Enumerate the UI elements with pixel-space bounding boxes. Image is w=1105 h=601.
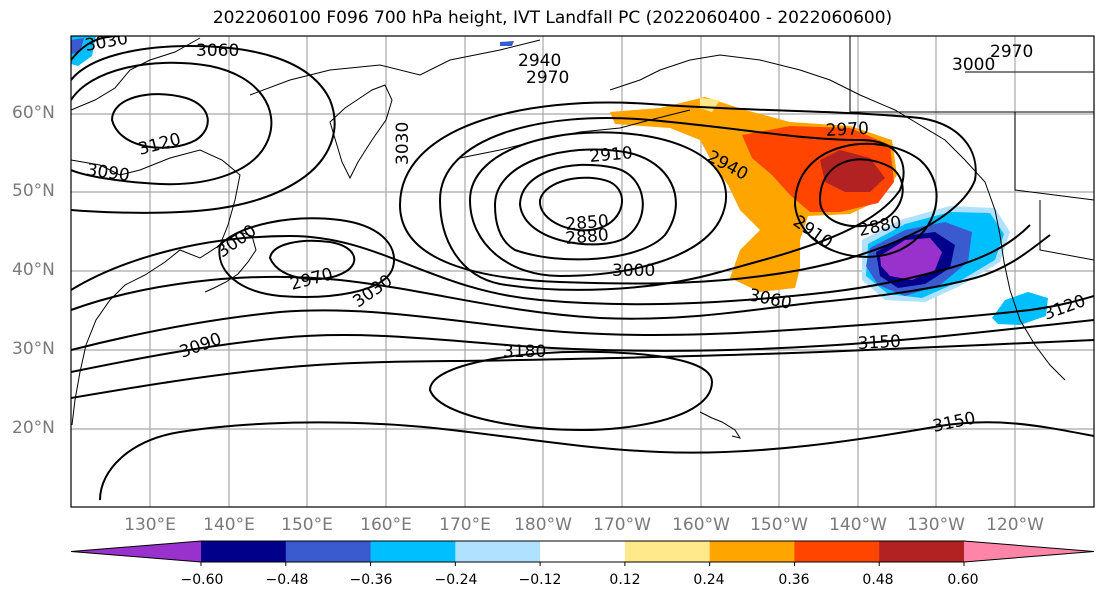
kamchatka xyxy=(329,84,393,180)
lon-label: 140°W xyxy=(829,515,887,535)
contour-label: 3120 xyxy=(136,129,183,160)
colorbar-tick-label: 0.36 xyxy=(778,572,810,588)
contour-3090-w xyxy=(71,61,273,186)
colorbar xyxy=(70,540,1095,566)
lon-label: 160°W xyxy=(672,515,730,535)
contour-3000 xyxy=(398,101,977,285)
contour-label: 3150 xyxy=(857,332,901,354)
coastlines xyxy=(71,36,1094,439)
contour-label: 3090 xyxy=(177,329,224,363)
figure-title: 2022060100 F096 700 hPa height, IVT Land… xyxy=(212,8,893,28)
lon-label: 170°E xyxy=(439,515,491,535)
hawaii xyxy=(699,411,742,439)
ivt-negative-small-ca xyxy=(992,292,1048,325)
contour-label: 2910 xyxy=(589,143,634,167)
contour-label: 3180 xyxy=(503,342,546,362)
contour-label: 3090 xyxy=(85,160,131,186)
colorbar-tick-label: −0.36 xyxy=(349,572,393,588)
contour-2850 xyxy=(538,176,623,232)
lon-label: 150°E xyxy=(281,515,333,535)
contour-3150-n xyxy=(71,339,1094,399)
contour-2910-se xyxy=(793,142,938,258)
colorbar-segment xyxy=(879,541,965,562)
contour-2910 xyxy=(493,148,677,261)
ivt-negative-0.60 xyxy=(880,238,942,280)
siberia-north xyxy=(249,39,541,96)
lon-label: 170°W xyxy=(593,515,651,535)
contour-label: 3030 xyxy=(393,122,413,165)
colorbar-tick-label: −0.48 xyxy=(265,572,309,588)
colorbar-tick-label: −0.60 xyxy=(180,572,224,588)
lat-label: 50°N xyxy=(12,181,55,201)
contour-2880-se xyxy=(818,158,904,228)
colorbar-tick-label: 0.48 xyxy=(862,572,894,588)
ivt-negative-small-bering xyxy=(500,41,514,46)
contour-label: 3030 xyxy=(349,271,396,312)
contour-label: 2940 xyxy=(518,51,561,71)
contour-label: 3030 xyxy=(83,29,129,56)
contour-label: 2850 xyxy=(565,211,610,235)
contour-3060-n xyxy=(71,44,336,214)
colorbar-extend-max xyxy=(964,541,1094,562)
lat-label: 30°N xyxy=(12,339,55,359)
contour-label: 3000 xyxy=(612,261,655,281)
contour-2970 xyxy=(438,117,905,291)
contour-2880 xyxy=(518,163,644,246)
lat-label: 60°N xyxy=(12,103,55,123)
contour-3060 xyxy=(71,234,1051,320)
contour-label: 3000 xyxy=(952,55,995,75)
map-frame xyxy=(70,35,1095,508)
colorbar-extend-min xyxy=(71,541,201,562)
contour-label: 2970 xyxy=(990,42,1033,62)
japan xyxy=(204,231,257,293)
colorbar-tick-label: 0.24 xyxy=(693,572,725,588)
height-contours xyxy=(71,36,1094,501)
contour-3090-sw xyxy=(71,295,1094,351)
colorbar-segment xyxy=(794,541,880,562)
colorbar-segment xyxy=(201,541,287,562)
contour-label: 2970 xyxy=(825,119,869,141)
contour-3120 xyxy=(71,319,1094,373)
lon-label: 150°W xyxy=(750,515,808,535)
colorbar-segment xyxy=(540,541,626,562)
contour-3150-s xyxy=(99,421,1094,501)
contour-label: 3060 xyxy=(196,41,239,61)
colorbar-tick-label: 0.12 xyxy=(609,572,641,588)
lon-label: 120°W xyxy=(986,515,1044,535)
lon-label: 140°E xyxy=(203,515,255,535)
lat-label: 20°N xyxy=(12,418,55,438)
contour-3180 xyxy=(428,350,714,431)
ivt-negative-shading xyxy=(71,36,1048,325)
contour-label: 2970 xyxy=(288,264,335,295)
contour-label: 3120 xyxy=(1041,291,1088,325)
lon-label: 130°W xyxy=(907,515,965,535)
colorbar-segment xyxy=(285,541,372,562)
colorbar-tick-label: 0.60 xyxy=(947,572,979,588)
lon-label: 130°E xyxy=(124,515,176,535)
contour-3120-w xyxy=(110,93,209,149)
colorbar-tick-label: −0.24 xyxy=(434,572,478,588)
colorbar-segment xyxy=(370,541,456,562)
lon-label: 180°W xyxy=(514,515,572,535)
colorbar-segment xyxy=(709,541,795,562)
lon-label: 160°E xyxy=(360,515,412,535)
contour-label: 2970 xyxy=(526,68,569,88)
lat-label: 40°N xyxy=(12,260,55,280)
asia-coast xyxy=(71,37,241,426)
colorbar-segment xyxy=(455,541,541,562)
contour-3000-jp xyxy=(218,217,395,298)
contour-2940 xyxy=(468,131,727,278)
contour-label: 3150 xyxy=(931,408,977,437)
colorbar-tick-label: −0.12 xyxy=(518,572,562,588)
ivt-positive-0.12-edge xyxy=(700,98,720,112)
canada-borders xyxy=(849,36,1094,261)
colorbar-segment xyxy=(624,541,711,562)
contour-label: 2880 xyxy=(565,225,610,249)
contour-3030-mid xyxy=(71,224,1031,306)
ivt-negative-small-nw-inner xyxy=(71,38,84,54)
alaska-coast xyxy=(609,54,1066,381)
